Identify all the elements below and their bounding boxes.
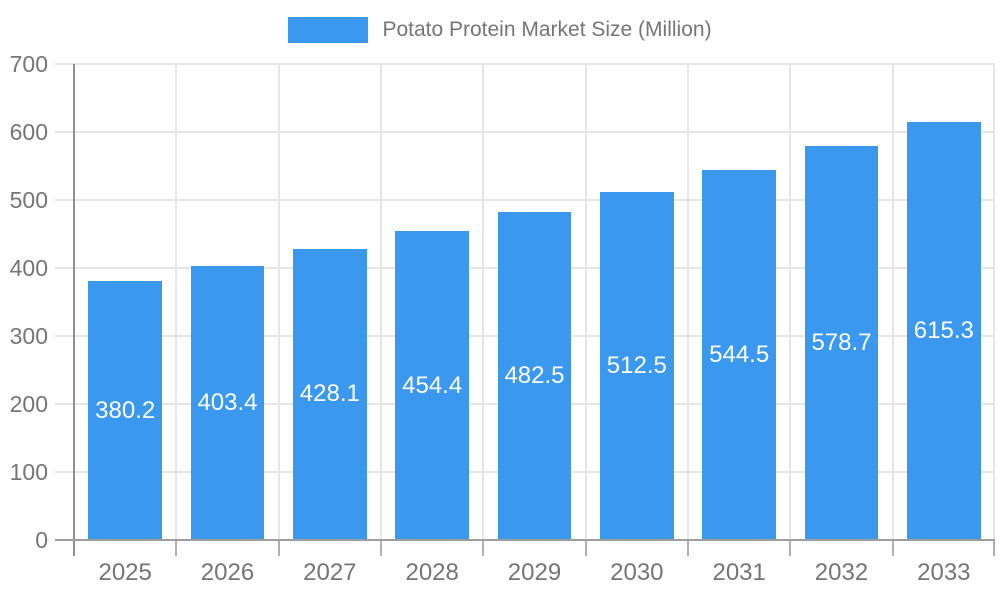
x-axis-tick: [73, 540, 75, 556]
x-axis-tick-label: 2030: [610, 559, 664, 586]
h-gridline: [55, 199, 995, 201]
bar: 454.4: [395, 231, 470, 540]
y-axis-tick-label: 500: [9, 187, 48, 213]
x-axis-tick-label: 2025: [98, 559, 152, 586]
bar-value-label: 403.4: [197, 388, 258, 416]
bar-value-label: 615.3: [913, 316, 974, 344]
y-axis-tick-label: 600: [9, 119, 48, 145]
v-gridline: [584, 64, 587, 540]
x-axis-tick-label: 2026: [200, 559, 255, 586]
x-axis-tick: [482, 540, 485, 556]
bar: 380.2: [88, 281, 163, 540]
y-axis-tick-label: 200: [9, 391, 48, 417]
bar-value-label: 482.5: [504, 361, 565, 389]
y-axis-tick-label: 100: [9, 459, 48, 485]
x-axis-baseline: [55, 539, 995, 541]
bar-value-label: 578.7: [811, 329, 872, 357]
legend: Potato Protein Market Size (Million): [0, 14, 1000, 46]
y-axis-line: [73, 64, 75, 540]
v-gridline: [277, 64, 280, 540]
bar: 482.5: [497, 211, 572, 540]
v-gridline: [175, 64, 178, 540]
legend-swatch: [288, 17, 369, 43]
bar-value-label: 428.1: [299, 380, 360, 408]
bar: 512.5: [599, 191, 674, 540]
bar-value-label: 544.5: [709, 340, 770, 368]
x-axis-tick: [891, 540, 894, 556]
y-axis-tick-label: 300: [9, 323, 48, 349]
x-axis-tick: [175, 540, 178, 556]
v-gridline: [687, 64, 689, 540]
x-axis-tick-label: 2027: [303, 559, 357, 586]
h-gridline: [55, 131, 995, 133]
v-gridline: [789, 64, 792, 540]
x-axis-tick: [277, 540, 280, 556]
y-axis-tick-label: 0: [35, 527, 48, 553]
x-axis-tick-label: 2031: [712, 559, 766, 586]
plot-area: 0 100 200 300 400 500 600 700 2025 2026 2027 2028 20…: [10, 51, 995, 586]
bar: 428.1: [292, 248, 367, 540]
v-gridline: [993, 64, 995, 540]
v-gridline: [482, 64, 485, 540]
x-axis-tick: [789, 540, 792, 556]
bar: 544.5: [702, 169, 777, 540]
bar: 578.7: [804, 146, 879, 540]
bar: 403.4: [190, 265, 265, 540]
bar-value-label: 454.4: [402, 371, 463, 399]
y-axis-tick-label: 400: [9, 255, 48, 281]
bar-value-label: 380.2: [95, 396, 156, 424]
v-gridline: [380, 64, 382, 540]
bar-value-label: 512.5: [606, 351, 667, 379]
bar: 615.3: [906, 121, 981, 540]
legend-label: Potato Protein Market Size (Million): [382, 18, 712, 41]
v-gridline: [891, 64, 894, 540]
x-axis-tick-label: 2033: [917, 559, 971, 586]
x-axis-tick: [584, 540, 587, 556]
x-axis-tick-label: 2029: [507, 559, 562, 586]
x-axis-tick-label: 2028: [405, 559, 459, 586]
x-axis-tick: [380, 540, 382, 556]
h-gridline: [55, 63, 995, 65]
x-axis-tick: [993, 540, 995, 556]
x-axis-tick: [687, 540, 689, 556]
x-axis-tick-label: 2032: [814, 559, 869, 586]
y-axis-tick-label: 700: [9, 51, 48, 77]
